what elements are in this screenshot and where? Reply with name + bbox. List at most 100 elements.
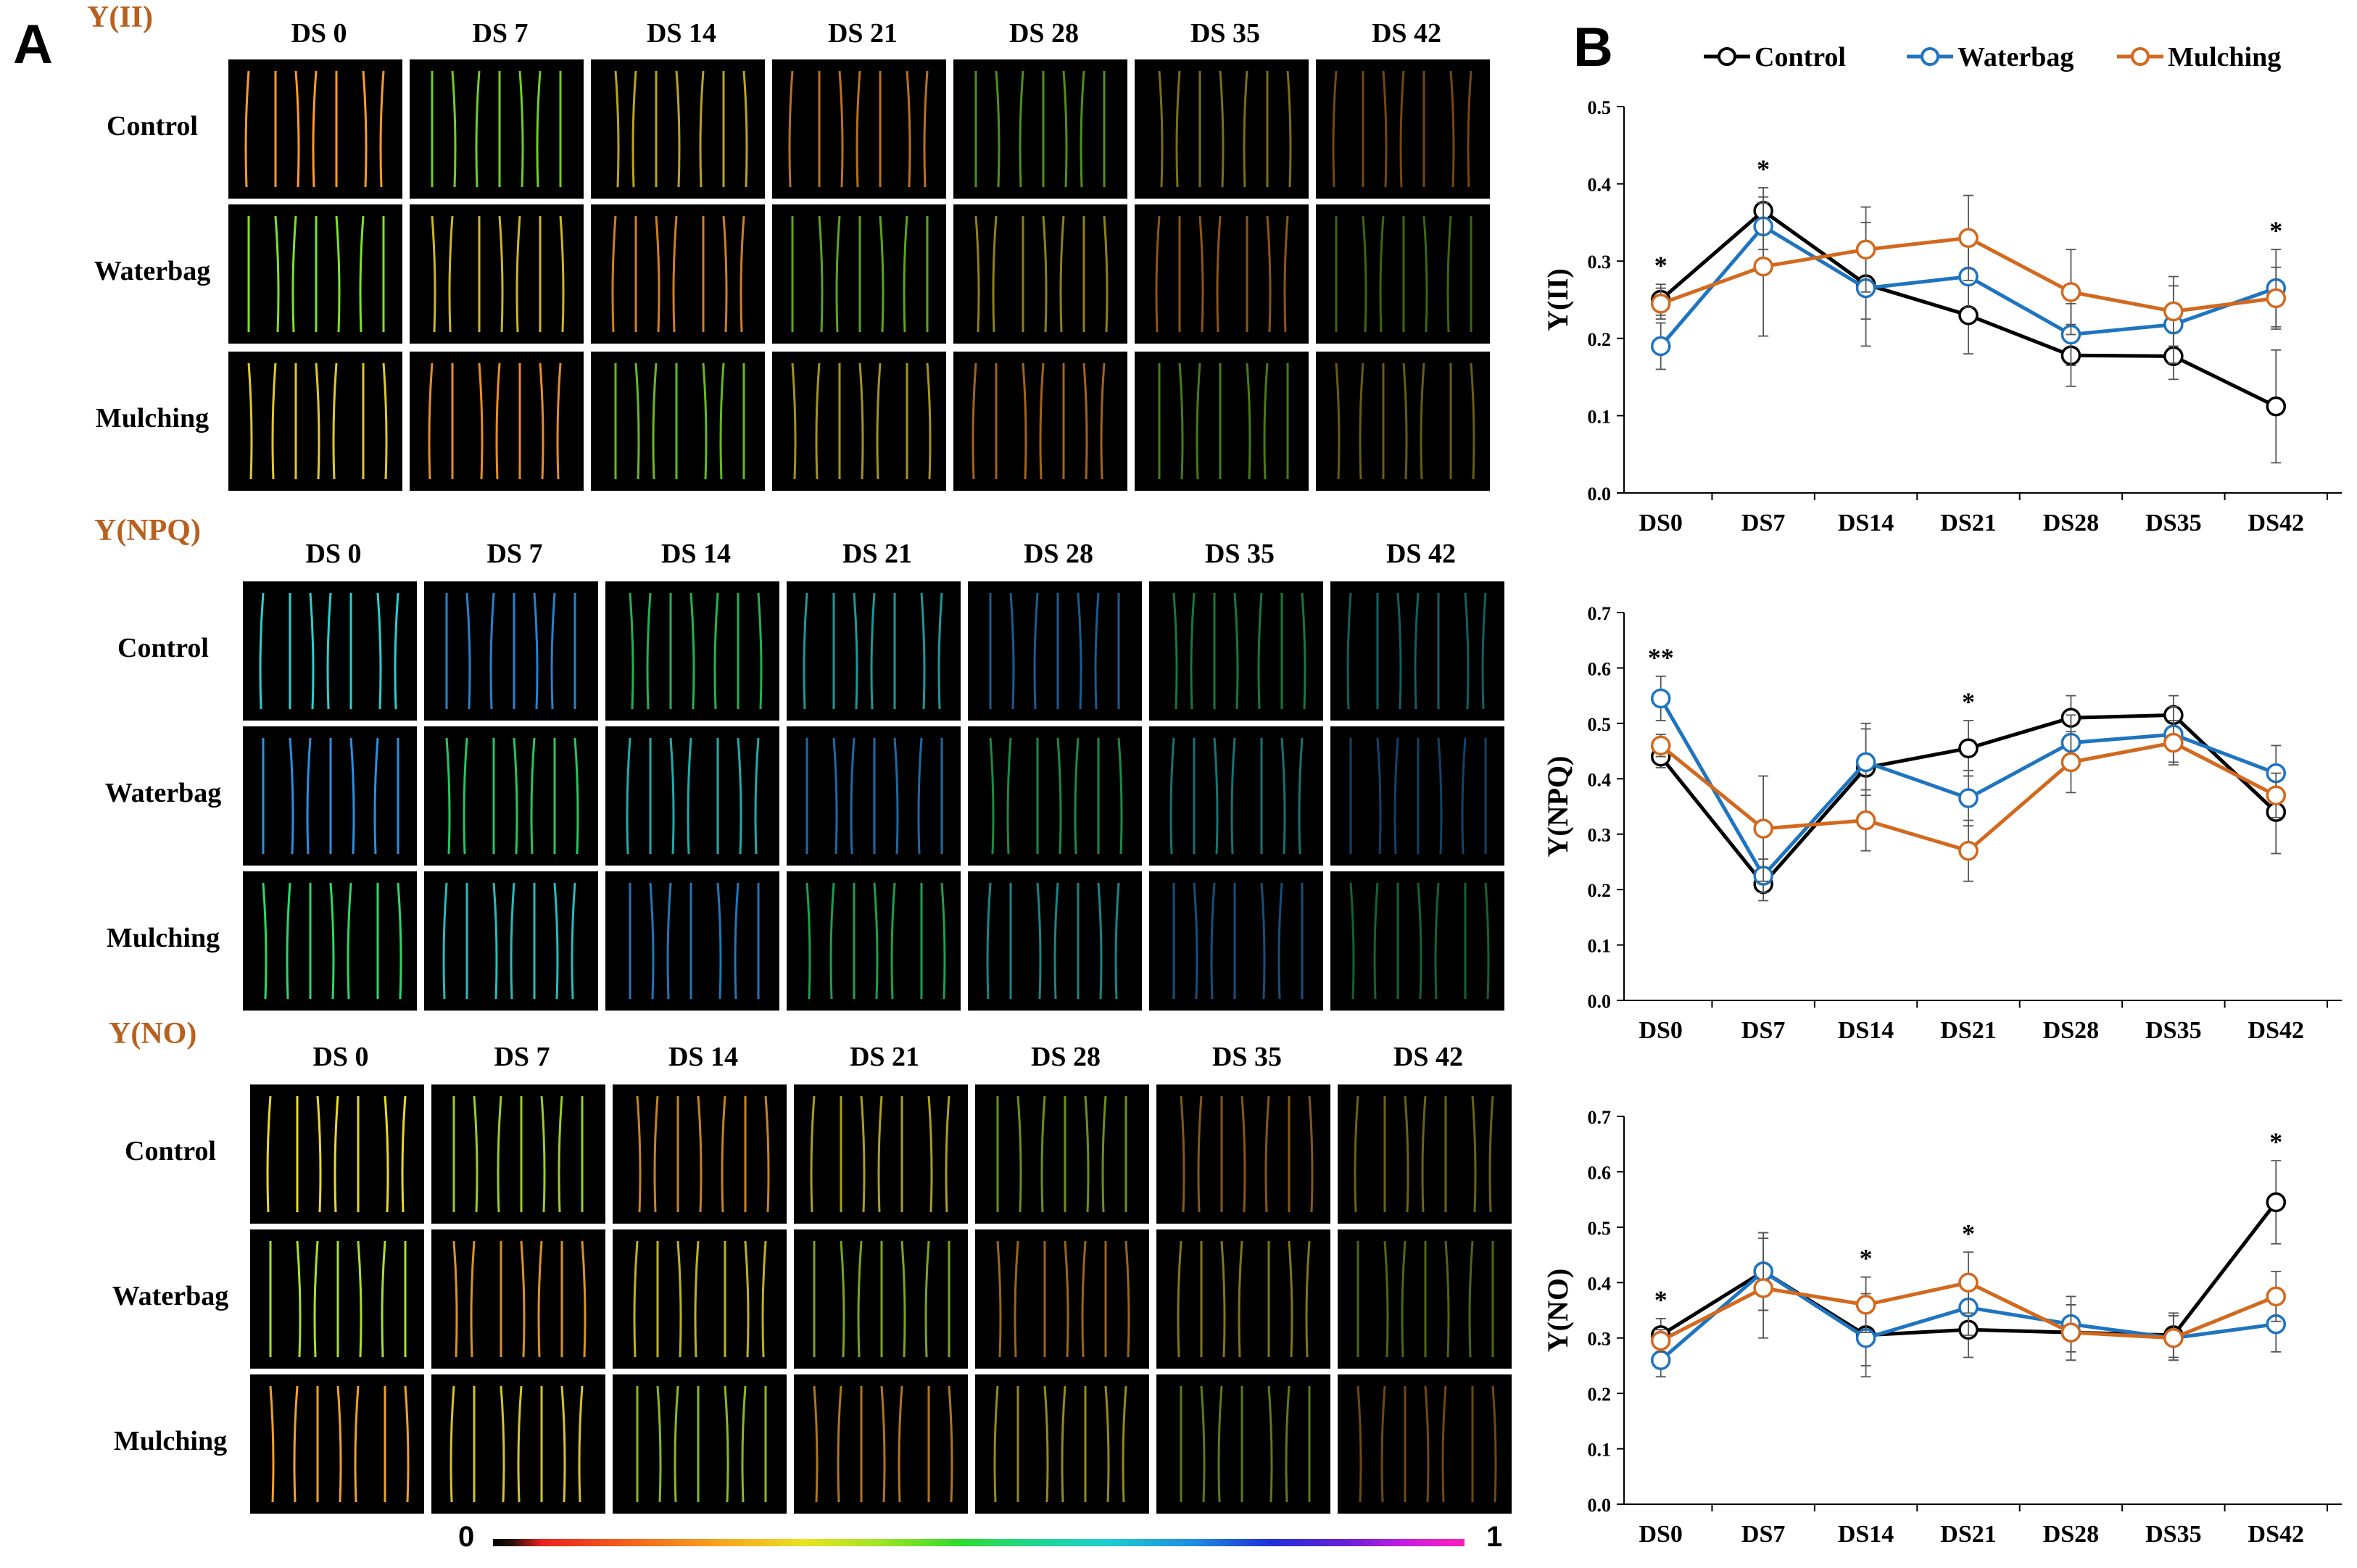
fluorescence-image-tile (228, 204, 402, 344)
y-tick-label: 0.2 (1588, 329, 1612, 350)
fluorescence-image-tile (243, 871, 417, 1011)
y-tick-label: 0.5 (1588, 97, 1612, 118)
data-point (2266, 1286, 2287, 1307)
y-axis-label: Y(II) (1541, 268, 1574, 331)
legend-marker (1718, 47, 1736, 66)
y-tick-label: 0.1 (1588, 406, 1612, 427)
fluorescence-image-tile (410, 352, 584, 491)
x-tick-label: DS35 (2145, 1017, 2201, 1044)
fluorescence-image-tile (613, 1374, 787, 1514)
y-tick-label: 0.6 (1588, 1162, 1612, 1183)
fluorescence-image-tile (975, 1374, 1149, 1514)
data-point (1855, 810, 1876, 831)
fluorescence-image-tile (968, 581, 1142, 721)
fluorescence-image-tile (243, 726, 417, 866)
panel-b-charts: Control Waterbag Mulching0.00.10.20.30.40.… (1541, 42, 2342, 1548)
column-label: DS 35 (1211, 1042, 1283, 1072)
data-point (1650, 336, 1671, 357)
fluorescence-image-tile (250, 1084, 424, 1224)
legend-item: Control (1704, 42, 1846, 72)
data-point (1753, 256, 1773, 277)
fluorescence-image-tile (787, 726, 961, 866)
fluorescence-image-tile (1316, 59, 1490, 199)
x-tick-label: DS35 (2145, 510, 2201, 536)
section-title: Y(II) (87, 1, 153, 34)
y-tick-label: 0.6 (1588, 658, 1612, 679)
fluorescence-image-tile (794, 1084, 968, 1224)
y-tick-label: 0.0 (1588, 484, 1612, 505)
legend-marker (2131, 47, 2150, 66)
fluorescence-image-tile (613, 1229, 787, 1369)
line-chart: 0.0 0.1 0.2 0.3 0.4 0.5 0.6 0.7 DS0 DS7 DS14 DS21 DS… (1541, 1107, 2342, 1548)
fluorescence-image-tile (772, 352, 946, 491)
x-tick-label: DS28 (2043, 1017, 2099, 1044)
x-tick-label: DS7 (1741, 510, 1785, 536)
data-point (1958, 1272, 1979, 1293)
fluorescence-image-tile (953, 59, 1127, 199)
data-point (2266, 396, 2287, 417)
fluorescence-image-tile (250, 1229, 424, 1369)
data-point (2163, 732, 2184, 753)
fluorescence-image-tile (968, 871, 1142, 1011)
significance-mark: * (1962, 687, 1975, 716)
colorbar-max-label: 1 (1486, 1521, 1503, 1553)
data-point (2266, 785, 2287, 805)
fluorescence-image-tile (228, 352, 402, 491)
fluorescence-image-tile (605, 871, 779, 1011)
fluorescence-image-tile (424, 581, 598, 721)
fluorescence-image-tile (605, 726, 779, 866)
fluorescence-image-tile (250, 1374, 424, 1514)
y-tick-label: 0.4 (1588, 175, 1612, 196)
data-point (1958, 228, 1979, 248)
fluorescence-image-tile (968, 726, 1142, 866)
row-label: Waterbag (104, 778, 222, 808)
significance-mark: * (1654, 1285, 1668, 1314)
fluorescence-image-tile (431, 1229, 605, 1369)
fluorescence-image-tile (424, 871, 598, 1011)
fluorescence-image-tile (591, 59, 765, 199)
row-label: Control (125, 1136, 216, 1166)
fluorescence-image-tile (787, 581, 961, 721)
fluorescence-image-tile (424, 726, 598, 866)
x-tick-label: DS0 (1639, 510, 1682, 536)
fluorescence-image-tile (1149, 726, 1323, 866)
fluorescence-image-tile (243, 581, 417, 721)
y-tick-label: 0.4 (1588, 769, 1612, 790)
y-axis-label: Y(NPQ) (1541, 756, 1574, 858)
column-label: DS 0 (291, 18, 347, 49)
x-tick-label: DS0 (1639, 1521, 1682, 1548)
fluorescence-image-tile (1338, 1229, 1512, 1369)
y-tick-label: 0.3 (1588, 825, 1612, 846)
column-label: DS 21 (842, 539, 913, 569)
row-label: Waterbag (94, 256, 211, 286)
fluorescence-image-tile (1330, 871, 1504, 1011)
fluorescence-image-tile (1316, 352, 1490, 491)
column-label: DS 35 (1190, 18, 1261, 49)
legend-label: Waterbag (1958, 42, 2074, 72)
fluorescence-image-tile (228, 59, 402, 199)
x-tick-label: DS0 (1639, 1017, 1682, 1044)
fluorescence-image-tile (431, 1084, 605, 1224)
data-point (1753, 818, 1773, 839)
fluorescence-image-tile (1149, 871, 1323, 1011)
fluorescence-image-tile (772, 59, 946, 199)
section-title: Y(NPQ) (94, 514, 201, 547)
x-tick-label: DS7 (1741, 1521, 1785, 1548)
fluorescence-image-tile (591, 352, 765, 491)
column-label: DS 35 (1204, 539, 1275, 569)
series-mulching (1650, 720, 2287, 882)
data-point (2060, 282, 2081, 302)
data-point (1753, 1278, 1773, 1298)
data-point (2163, 1327, 2184, 1348)
column-label: DS 14 (668, 1042, 739, 1072)
column-label: DS 14 (646, 18, 717, 49)
panel-b-letter: B (1573, 17, 1613, 78)
legend-label: Control (1755, 42, 1846, 72)
x-tick-label: DS35 (2145, 1521, 2201, 1548)
fluorescence-image-tile (953, 352, 1127, 491)
x-tick-label: DS28 (2043, 1521, 2099, 1548)
data-point (1855, 752, 1876, 773)
fluorescence-image-tile (1156, 1229, 1330, 1369)
line-chart: 0.0 0.1 0.2 0.3 0.4 0.5 0.6 0.7 DS0 DS7 DS14 DS21 DS… (1541, 603, 2342, 1044)
significance-mark: * (2269, 1127, 2282, 1156)
